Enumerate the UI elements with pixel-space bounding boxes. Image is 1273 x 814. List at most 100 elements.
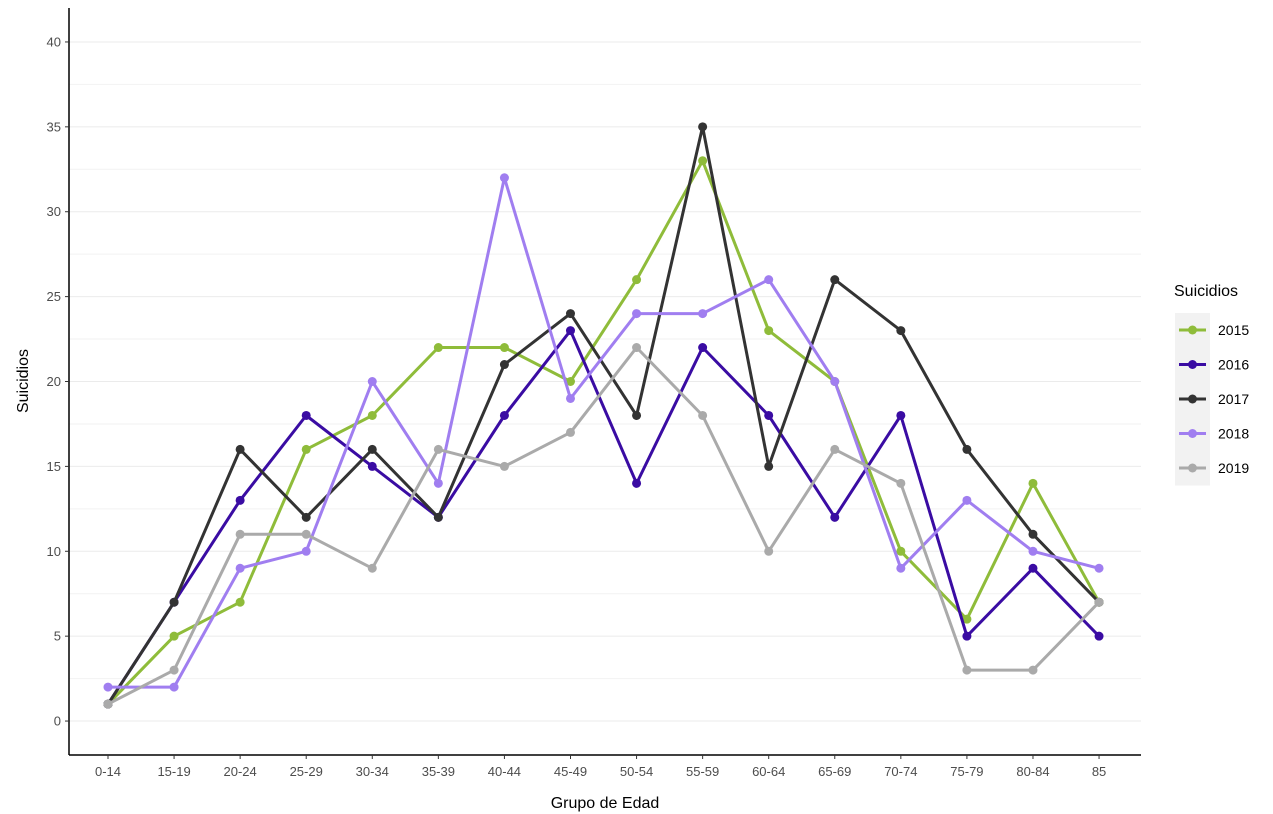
x-tick-label: 55-59 bbox=[686, 764, 719, 779]
data-point bbox=[433, 512, 443, 522]
x-tick-label: 60-64 bbox=[752, 764, 785, 779]
data-point bbox=[830, 377, 840, 386]
y-tick-label: 10 bbox=[47, 544, 61, 559]
data-point bbox=[301, 512, 311, 522]
grid-lines bbox=[69, 41, 1141, 722]
data-point bbox=[235, 597, 245, 607]
x-tick-label: 85 bbox=[1092, 764, 1106, 779]
data-point bbox=[1028, 529, 1038, 539]
legend-key-point bbox=[1188, 325, 1197, 335]
data-point bbox=[962, 444, 972, 454]
data-point bbox=[632, 478, 642, 488]
data-point bbox=[499, 173, 509, 183]
data-point bbox=[367, 563, 377, 573]
data-point bbox=[764, 275, 774, 285]
data-point bbox=[764, 410, 774, 420]
legend-label: 2018 bbox=[1218, 426, 1249, 442]
data-point bbox=[962, 631, 972, 641]
x-tick-label: 80-84 bbox=[1016, 764, 1049, 779]
data-point bbox=[235, 563, 245, 573]
data-point bbox=[1094, 631, 1104, 641]
data-point bbox=[632, 309, 642, 319]
data-point bbox=[433, 444, 443, 454]
data-point bbox=[169, 682, 179, 692]
data-point bbox=[499, 360, 509, 370]
x-tick-label: 35-39 bbox=[422, 764, 455, 779]
data-point bbox=[698, 156, 708, 166]
data-point bbox=[896, 326, 906, 336]
x-axis-title: Grupo de Edad bbox=[551, 795, 660, 812]
series-2018 bbox=[103, 173, 1104, 692]
data-point bbox=[103, 682, 113, 692]
data-point bbox=[499, 410, 509, 420]
data-point bbox=[830, 512, 840, 522]
data-point bbox=[565, 427, 575, 437]
data-point bbox=[103, 699, 113, 709]
series-2015 bbox=[103, 156, 1104, 709]
data-point bbox=[301, 546, 311, 556]
series-line bbox=[106, 125, 1101, 706]
data-point bbox=[764, 546, 774, 556]
series-line bbox=[106, 176, 1101, 689]
legend-items: 2015 2016 2017 2018 2019 bbox=[1175, 313, 1249, 486]
legend-item: 2019 bbox=[1175, 451, 1249, 486]
legend-item: 2017 bbox=[1175, 382, 1249, 417]
legend-label: 2015 bbox=[1218, 322, 1249, 338]
data-point bbox=[1028, 563, 1038, 573]
legend-item: 2018 bbox=[1175, 416, 1249, 451]
legend-item: 2015 bbox=[1175, 313, 1249, 348]
data-point bbox=[235, 495, 245, 505]
data-point bbox=[1094, 563, 1104, 573]
y-tick-label: 40 bbox=[47, 34, 61, 49]
x-tick-label: 50-54 bbox=[620, 764, 653, 779]
data-point bbox=[698, 343, 708, 353]
y-tick-label: 35 bbox=[47, 119, 61, 134]
data-point bbox=[698, 122, 708, 132]
series-line bbox=[106, 329, 1101, 706]
y-axis-title: Suicidios bbox=[15, 349, 32, 413]
data-point bbox=[433, 478, 443, 488]
y-tick-label: 0 bbox=[54, 714, 61, 729]
data-point bbox=[1028, 478, 1038, 488]
data-point bbox=[896, 410, 906, 420]
series-2019 bbox=[103, 343, 1104, 709]
data-point bbox=[764, 461, 774, 471]
x-tick-label: 70-74 bbox=[884, 764, 917, 779]
series-2016 bbox=[103, 326, 1104, 709]
data-point bbox=[499, 343, 509, 353]
data-point bbox=[1028, 665, 1038, 675]
legend-key-point bbox=[1188, 394, 1197, 404]
data-point bbox=[830, 444, 840, 454]
x-axis-ticks: 0-14 15-19 20-24 25-29 30-34 35-39 40-44 45-49 5… bbox=[95, 755, 1106, 779]
data-point bbox=[565, 377, 575, 386]
data-point bbox=[698, 309, 708, 319]
x-tick-label: 20-24 bbox=[224, 764, 257, 779]
legend: Suicidios 2015 2016 2017 2018 2019 bbox=[1174, 283, 1249, 486]
legend-key-point bbox=[1188, 429, 1197, 438]
y-tick-label: 15 bbox=[47, 459, 61, 474]
data-point bbox=[896, 478, 906, 488]
data-point bbox=[301, 444, 311, 454]
legend-title: Suicidios bbox=[1174, 283, 1238, 300]
legend-label: 2019 bbox=[1218, 460, 1249, 476]
x-tick-label: 65-69 bbox=[818, 764, 851, 779]
series-2017 bbox=[103, 122, 1104, 709]
data-point bbox=[698, 410, 708, 420]
data-point bbox=[1094, 597, 1104, 607]
y-axis-ticks: 0 5 10 15 20 25 30 35 40 bbox=[47, 34, 69, 729]
series-line bbox=[106, 346, 1101, 706]
legend-key-point bbox=[1188, 463, 1197, 473]
y-tick-label: 5 bbox=[54, 629, 61, 644]
legend-key-point bbox=[1188, 360, 1197, 369]
data-point bbox=[301, 410, 311, 420]
data-point bbox=[632, 343, 642, 353]
data-point bbox=[367, 461, 377, 471]
data-point bbox=[235, 529, 245, 539]
y-tick-label: 25 bbox=[47, 289, 61, 304]
y-tick-label: 20 bbox=[47, 374, 61, 389]
x-tick-label: 45-49 bbox=[554, 764, 587, 779]
data-point bbox=[896, 563, 906, 573]
data-point bbox=[301, 529, 311, 539]
data-point bbox=[433, 343, 443, 353]
